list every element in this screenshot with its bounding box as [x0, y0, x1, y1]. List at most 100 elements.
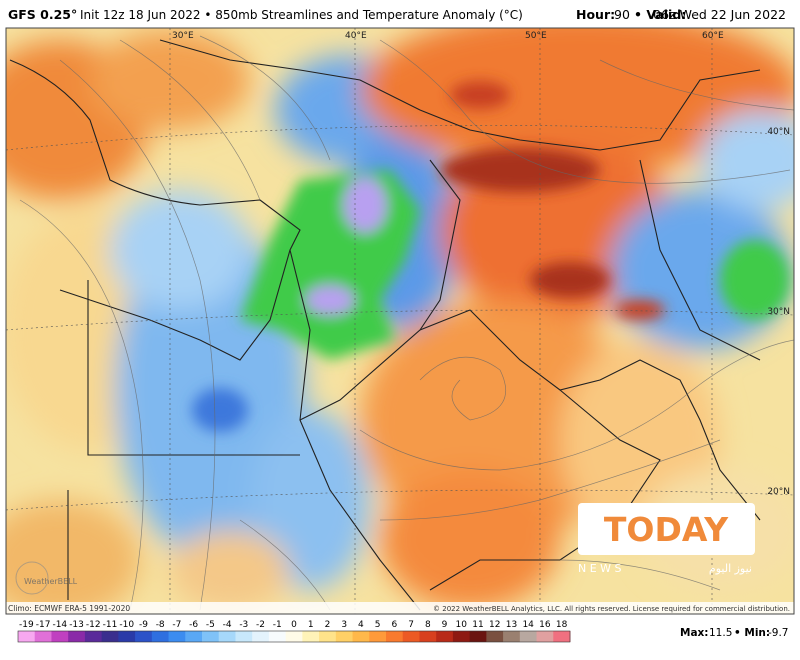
watermark-globe — [15, 561, 49, 595]
footer-strip — [6, 602, 794, 614]
valid-time: 06z Wed 22 Jun 2022 — [653, 7, 786, 22]
colorbar-label: 5 — [375, 620, 381, 630]
colorbar-label: 12 — [489, 620, 500, 630]
latitude-label: 20°N — [767, 487, 790, 497]
colorbar-label: 18 — [556, 620, 568, 630]
longitude-label: 40°E — [345, 31, 367, 41]
max-label: Max: — [680, 627, 709, 639]
colorbar-swatch — [285, 631, 303, 642]
logo-box — [578, 503, 755, 555]
logo-subtitle: N E W S — [578, 562, 622, 575]
colorbar-label: -19 — [19, 620, 34, 630]
colorbar-label: 4 — [358, 620, 364, 630]
colorbar-label: -5 — [206, 620, 215, 630]
colorbar: -19 -17 -14 -13 -12 -11 -10 -9 -8 -7 -6 -5 -4 -3 -2 -1 0… — [17, 620, 571, 643]
colorbar-swatch — [218, 631, 236, 642]
colorbar-label: -17 — [36, 620, 51, 630]
colorbar-label: -4 — [223, 620, 232, 630]
latitude-label: 40°N — [767, 127, 790, 137]
colorbar-swatch — [386, 631, 404, 642]
colorbar-swatch — [18, 631, 36, 642]
colorbar-label: 3 — [341, 620, 347, 630]
colorbar-swatch — [319, 631, 337, 642]
max-value: 11.5 — [709, 627, 732, 639]
colorbar-swatch — [268, 631, 287, 642]
colorbar-label: 11 — [472, 620, 483, 630]
map-frame — [5, 27, 795, 615]
colorbar-label: -6 — [189, 620, 198, 630]
climo-note: Climo: ECMWF ERA-5 1991-2020 — [8, 604, 130, 613]
min-value: -9.7 — [768, 627, 789, 639]
longitude-label: 60°E — [702, 31, 724, 41]
logo-arabic: نيوز اليوم — [709, 562, 752, 575]
borders — [9, 39, 761, 611]
colorbar-label: 9 — [442, 620, 448, 630]
colorbar-label: 16 — [539, 620, 551, 630]
colorbar-label: 7 — [408, 620, 414, 630]
colorbar-swatch — [135, 631, 153, 642]
colorbar-swatch — [168, 631, 186, 642]
model-name: GFS 0.25° — [8, 7, 77, 22]
colorbar-label: 13 — [506, 620, 517, 630]
colorbar-swatch — [252, 631, 270, 642]
colorbar-label: -8 — [156, 620, 165, 630]
colorbar-label: 1 — [308, 620, 314, 630]
graticule — [6, 28, 794, 614]
colorbar-swatch — [68, 631, 86, 642]
colorbar-swatch — [202, 631, 220, 642]
colorbar-swatch — [235, 631, 253, 642]
map-area: 30°E 40°E 50°E 60°E 40°N 30°N 20°N Weath… — [6, 28, 794, 614]
colorbar-swatch — [352, 631, 370, 642]
colorbar-label: 10 — [456, 620, 468, 630]
colorbar-swatch — [84, 631, 103, 642]
min-label: • Min: — [734, 627, 770, 639]
watermark: WeatherBELL — [24, 577, 78, 586]
colorbar-swatch — [118, 631, 136, 642]
colorbar-label: -11 — [103, 620, 118, 630]
colorbar-label: -3 — [239, 620, 248, 630]
colorbar-swatch — [486, 631, 504, 642]
logo-title: TODAY — [604, 510, 729, 549]
latitude-label: 30°N — [767, 307, 790, 317]
colorbar-swatch — [452, 631, 471, 642]
colorbar-swatch — [34, 631, 52, 642]
colorbar-label: -13 — [69, 620, 84, 630]
colorbar-swatch — [369, 631, 387, 642]
hour-value: 90 — [614, 7, 630, 22]
colorbar-swatch — [402, 631, 420, 642]
colorbar-swatch — [151, 631, 170, 642]
colorbar-swatch — [553, 631, 571, 642]
colorbar-label: 2 — [325, 620, 331, 630]
run-description: Init 12z 18 Jun 2022 • 850mb Streamlines… — [80, 8, 523, 22]
colorbar-swatch — [503, 631, 521, 642]
streamlines — [19, 35, 794, 611]
valid-label: • Valid: — [634, 7, 686, 22]
copyright: © 2022 WeatherBELL Analytics, LLC. All r… — [433, 605, 790, 613]
colorbar-swatch — [335, 631, 354, 642]
colorbar-swatch — [101, 631, 119, 642]
colorbar-label: -9 — [139, 620, 148, 630]
colorbar-label: -2 — [256, 620, 265, 630]
colorbar-label: -7 — [172, 620, 181, 630]
colorbar-label: -14 — [52, 620, 67, 630]
colorbar-swatch — [51, 631, 69, 642]
colorbar-frame — [17, 630, 571, 643]
longitude-label: 50°E — [525, 31, 547, 41]
colorbar-label: 6 — [391, 620, 397, 630]
colorbar-label: 14 — [522, 620, 534, 630]
colorbar-swatch — [436, 631, 454, 642]
colorbar-swatch — [419, 631, 437, 642]
colorbar-swatch — [185, 631, 203, 642]
colorbar-label: -1 — [273, 620, 282, 630]
colorbar-swatch — [536, 631, 554, 642]
hour-label: Hour: — [576, 7, 615, 22]
colorbar-label: 0 — [291, 620, 297, 630]
strong-anomalies — [192, 81, 790, 432]
colorbar-label: -10 — [119, 620, 134, 630]
colorbar-label: -12 — [86, 620, 101, 630]
colorbar-swatch — [519, 631, 538, 642]
colorbar-swatch — [302, 631, 320, 642]
longitude-label: 30°E — [172, 31, 194, 41]
